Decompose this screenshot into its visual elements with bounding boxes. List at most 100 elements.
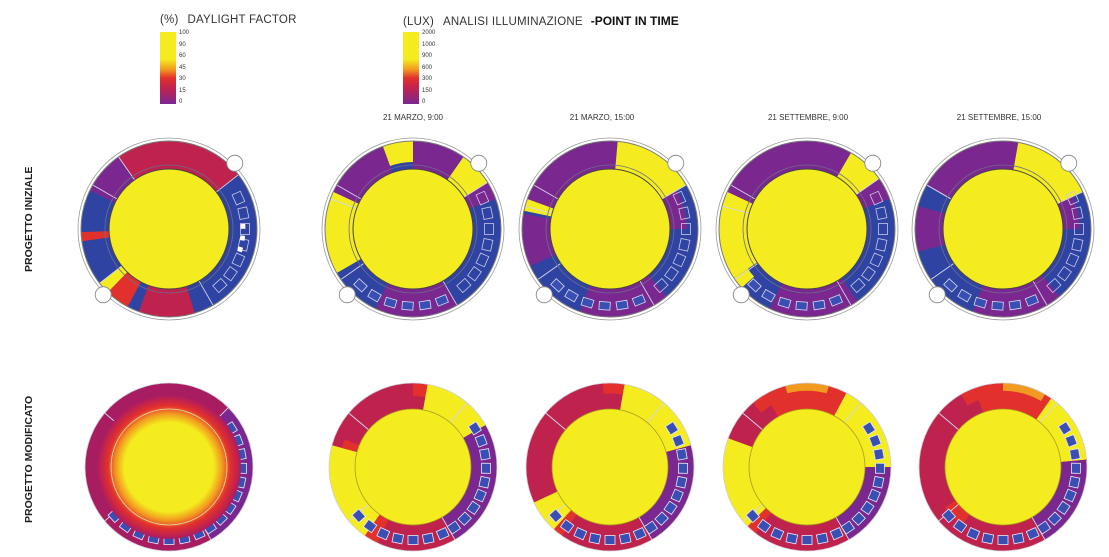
stair-tower xyxy=(94,286,112,304)
outer-wall xyxy=(718,140,896,318)
window-bay-cell xyxy=(1064,434,1078,448)
window-bay-cell xyxy=(664,266,679,282)
window-bay-cell xyxy=(957,288,972,303)
window-bay-cell xyxy=(1008,299,1022,311)
red-zone xyxy=(753,394,772,413)
window-bay xyxy=(1063,488,1077,503)
room-divider xyxy=(537,263,562,280)
tick-label: 90 xyxy=(179,41,186,48)
red-zone xyxy=(944,500,970,526)
window-bay-cell xyxy=(231,190,246,206)
window-bay-cell xyxy=(240,223,250,235)
window-bay-cell xyxy=(376,527,391,541)
tick-label: 0 xyxy=(422,99,426,105)
window-bay-cell xyxy=(860,500,875,516)
window-bay xyxy=(353,278,368,293)
window-bay-cell xyxy=(475,252,490,268)
window-bay xyxy=(223,266,238,282)
stair-tower xyxy=(1060,154,1078,172)
yellow-zone xyxy=(834,392,891,467)
window-bay xyxy=(240,223,250,235)
tick-label: 0 xyxy=(179,99,183,105)
window-bay xyxy=(761,288,776,303)
window-bay-cell xyxy=(828,294,843,307)
window-bay xyxy=(1071,206,1084,220)
window-bay xyxy=(434,294,449,307)
window-bay xyxy=(615,299,629,311)
window-bay xyxy=(653,277,669,294)
tick-label: 600 xyxy=(422,64,433,71)
window-bay xyxy=(664,421,679,436)
window-bay xyxy=(480,462,491,474)
window-bay xyxy=(484,223,494,235)
window-bay xyxy=(456,277,472,294)
window-bay-cell xyxy=(654,511,669,526)
window-bay xyxy=(1011,532,1025,545)
purple-zone xyxy=(661,190,687,229)
room-divider xyxy=(843,402,862,423)
floor-plan-progetto-modificato-21-settembre-9-00 xyxy=(722,382,892,552)
window-bay-cell xyxy=(756,518,772,534)
floor-plan-progetto-iniziale-21-marzo-15-00 xyxy=(518,137,702,321)
window-bay xyxy=(407,535,419,545)
window-bay xyxy=(1065,190,1080,206)
window-bay-cell xyxy=(467,266,482,282)
window-bay-cell xyxy=(353,278,368,293)
outer-wall xyxy=(324,140,502,318)
central-hall xyxy=(108,168,230,290)
window-bay-cell xyxy=(1057,266,1072,282)
legend-unit: (LUX) xyxy=(403,16,435,28)
crimson-zone xyxy=(138,285,195,317)
outer-wall xyxy=(525,382,695,552)
window-bay-cell xyxy=(875,238,888,252)
window-bay-cell xyxy=(861,266,876,282)
window-bay-cell xyxy=(1065,252,1080,268)
window-bay xyxy=(475,190,490,206)
yellow-zone xyxy=(329,445,380,536)
window-bay-cell xyxy=(973,296,988,309)
window-bay xyxy=(467,421,482,436)
window-bay xyxy=(664,266,679,282)
window-bay xyxy=(467,266,482,282)
outer-wall-line xyxy=(911,137,1095,321)
window-bay xyxy=(479,448,491,461)
window-bay-cell xyxy=(435,527,450,541)
yellow-zone xyxy=(734,268,755,288)
window-bay xyxy=(564,288,579,303)
window-bay-cell xyxy=(351,508,367,524)
window-bay-cell xyxy=(875,206,888,220)
window-bay-cell xyxy=(878,223,888,235)
window-bay xyxy=(973,296,988,309)
window-bay-cell xyxy=(869,190,884,206)
window-bay xyxy=(351,508,367,524)
window-bay xyxy=(391,532,405,545)
window-bay xyxy=(1064,434,1078,448)
window-bay-cell xyxy=(872,475,885,489)
window-bay xyxy=(376,527,391,541)
window-bay-cell xyxy=(1068,475,1081,489)
window-bay-cell xyxy=(383,296,398,309)
window-bay-cell xyxy=(747,278,762,293)
window-bay-cell xyxy=(1056,500,1071,516)
room-divider xyxy=(348,412,369,431)
legend-title-text: DAYLIGHT FACTOR xyxy=(187,14,297,26)
row-label-progetto-iniziale: PROGETTO INIZIALE xyxy=(23,166,35,272)
window-bay-cell xyxy=(421,532,435,545)
window-bay-cell xyxy=(829,527,844,541)
room-divider xyxy=(92,184,118,200)
purple-zone xyxy=(463,182,496,209)
window-bay xyxy=(446,520,462,535)
window-bay-cell xyxy=(481,238,494,252)
room-divider xyxy=(442,280,458,306)
window-bay-cell xyxy=(474,434,488,448)
window-bay-cell xyxy=(479,448,491,461)
floor-plan-progetto-iniziale-21-settembre-15-00 xyxy=(911,137,1095,321)
floor-plan-progetto-iniziale-daylight-factor xyxy=(77,137,261,321)
window-bay xyxy=(474,434,488,448)
daylight-factor-color-scale xyxy=(160,32,176,104)
window-bay xyxy=(1068,475,1081,489)
window-bay-cell xyxy=(456,277,472,294)
window-bay-cell xyxy=(1047,511,1062,526)
room-divider xyxy=(730,184,756,200)
window-bay-cell xyxy=(868,434,882,448)
